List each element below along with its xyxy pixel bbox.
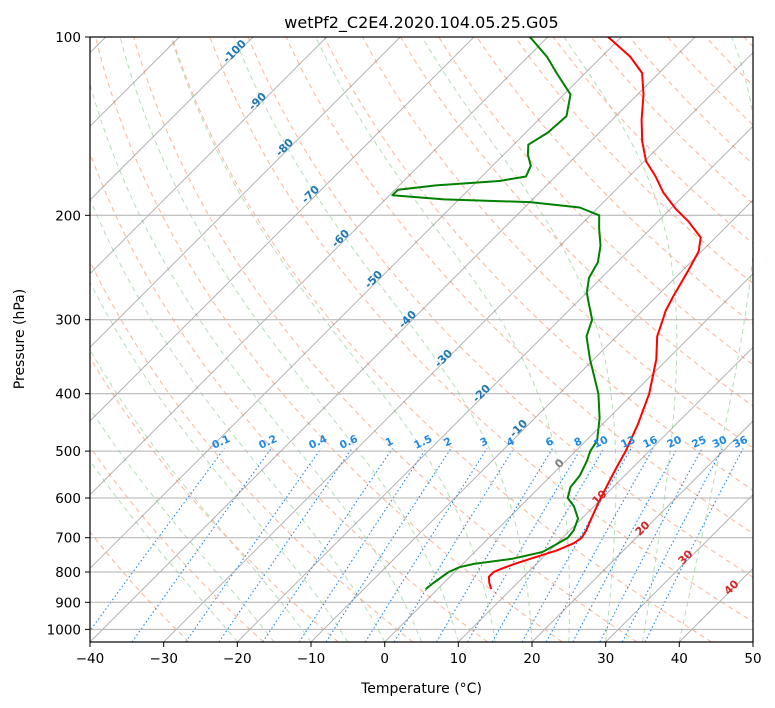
plot-frame bbox=[89, 36, 754, 643]
x-tick-label: −10 bbox=[297, 651, 326, 667]
y-tick-label: 700 bbox=[55, 531, 81, 547]
x-tick-label: −20 bbox=[223, 651, 252, 667]
y-tick-label: 100 bbox=[55, 30, 81, 46]
moist-adiabat bbox=[90, 349, 312, 642]
skewed-isotherm bbox=[310, 199, 753, 642]
skewed-isotherm bbox=[90, 37, 622, 570]
dry-adiabat bbox=[171, 37, 712, 642]
mixing-ratio-line bbox=[218, 448, 353, 642]
mixing-ratio-label: 16 bbox=[641, 434, 659, 451]
axes: −40 −30 −20 −10 0 10 20 30 40 50 100 200 300 400 500 60… bbox=[47, 30, 762, 667]
mixing-ratio-label: 8 bbox=[572, 435, 584, 449]
mixing-ratio-line bbox=[572, 448, 678, 642]
skewed-isotherm bbox=[90, 37, 254, 201]
x-tick-label: 30 bbox=[597, 651, 614, 667]
mixing-ratio-line bbox=[90, 448, 225, 632]
mixing-ratio-line bbox=[491, 448, 605, 642]
mixing-ratio-line bbox=[599, 448, 703, 642]
y-tick-label: 200 bbox=[55, 208, 81, 224]
mixing-ratio-label: 13 bbox=[619, 434, 637, 451]
skewed-isotherm bbox=[531, 420, 753, 642]
y-tick-label: 800 bbox=[55, 565, 81, 581]
moist-adiabat bbox=[119, 37, 459, 642]
dry-adiabat bbox=[514, 37, 753, 285]
skewed-isotherm bbox=[90, 37, 328, 275]
mixing-ratio-label: 3 bbox=[478, 435, 490, 449]
skewed-isotherm bbox=[605, 493, 753, 642]
dewpoint-line bbox=[391, 37, 602, 590]
dry-adiabat bbox=[90, 445, 264, 642]
y-tick-label: 300 bbox=[55, 313, 81, 329]
moist-adiabat bbox=[315, 37, 570, 642]
sounding-lines bbox=[391, 37, 702, 590]
x-tick-label: 0 bbox=[380, 651, 389, 667]
mixing-ratio-label: 4 bbox=[505, 435, 517, 449]
mixing-ratio-line bbox=[298, 448, 427, 642]
mixing-ratio-label: 1 bbox=[384, 435, 396, 449]
skewed-isotherm bbox=[163, 51, 753, 642]
mixing-ratio-line bbox=[467, 448, 582, 642]
dry-adiabat bbox=[90, 531, 190, 642]
moist-adiabat bbox=[563, 37, 678, 642]
mixing-ratio-label: 2 bbox=[442, 435, 454, 449]
y-axis-label: Pressure (hPa) bbox=[12, 289, 28, 389]
dry-adiabat bbox=[90, 356, 339, 642]
y-tick-label: 400 bbox=[55, 387, 81, 403]
mixing-ratio-line bbox=[621, 448, 723, 642]
moist-adiabat bbox=[90, 82, 422, 642]
dry-adiabat bbox=[90, 151, 488, 642]
mixing-ratio-line bbox=[185, 448, 322, 642]
mixing-ratio-label: 25 bbox=[690, 434, 708, 451]
dry-adiabat bbox=[362, 37, 753, 449]
dry-adiabat bbox=[400, 37, 753, 407]
skewed-isotherm bbox=[384, 272, 753, 642]
moist-adiabat bbox=[170, 37, 496, 642]
mixing-ratio-line bbox=[393, 448, 515, 642]
moist-adiabat bbox=[90, 459, 238, 642]
mixing-ratio-label: 10 bbox=[592, 434, 610, 451]
skewed-isotherm bbox=[457, 346, 753, 642]
reference-lines bbox=[90, 37, 753, 642]
x-tick-label: −40 bbox=[76, 651, 105, 667]
mixing-ratio-label: 6 bbox=[544, 435, 556, 449]
temperature-line bbox=[487, 37, 702, 590]
skewed-isotherm bbox=[90, 37, 475, 422]
y-tick-label: 600 bbox=[55, 491, 81, 507]
y-tick-label: 1000 bbox=[47, 622, 81, 638]
dry-adiabat bbox=[209, 37, 753, 623]
skewed-isotherm bbox=[90, 37, 696, 642]
moist-adiabat bbox=[421, 37, 617, 642]
mixing-ratio-label: 30 bbox=[711, 434, 729, 451]
mixing-ratio-label: 20 bbox=[665, 434, 683, 451]
dry-adiabat bbox=[133, 37, 638, 642]
chart-title: wetPf2_C2E4.2020.104.05.25.G05 bbox=[284, 13, 558, 33]
y-tick-label: 900 bbox=[55, 595, 81, 611]
skewed-isotherm bbox=[90, 37, 401, 349]
skewed-isotherm bbox=[236, 125, 753, 642]
skewed-isotherm bbox=[90, 37, 549, 496]
moist-adiabat bbox=[90, 197, 386, 642]
dry-adiabat bbox=[94, 37, 563, 642]
moist-adiabat bbox=[90, 407, 275, 642]
x-tick-label: −30 bbox=[149, 651, 178, 667]
mixing-ratio-line bbox=[131, 448, 272, 642]
y-tick-label: 500 bbox=[55, 444, 81, 460]
mixing-ratio-line bbox=[325, 448, 452, 642]
mixing-ratio-label: 36 bbox=[731, 434, 749, 451]
x-tick-label: 50 bbox=[744, 651, 761, 667]
x-axis-label: Temperature (°C) bbox=[360, 681, 482, 697]
x-tick-label: 40 bbox=[671, 651, 688, 667]
mixing-ratio-line bbox=[364, 448, 488, 642]
mixing-ratio-line bbox=[262, 448, 393, 642]
dry-adiabat bbox=[247, 37, 753, 578]
x-tick-label: 10 bbox=[450, 651, 467, 667]
x-tick-label: 20 bbox=[523, 651, 540, 667]
